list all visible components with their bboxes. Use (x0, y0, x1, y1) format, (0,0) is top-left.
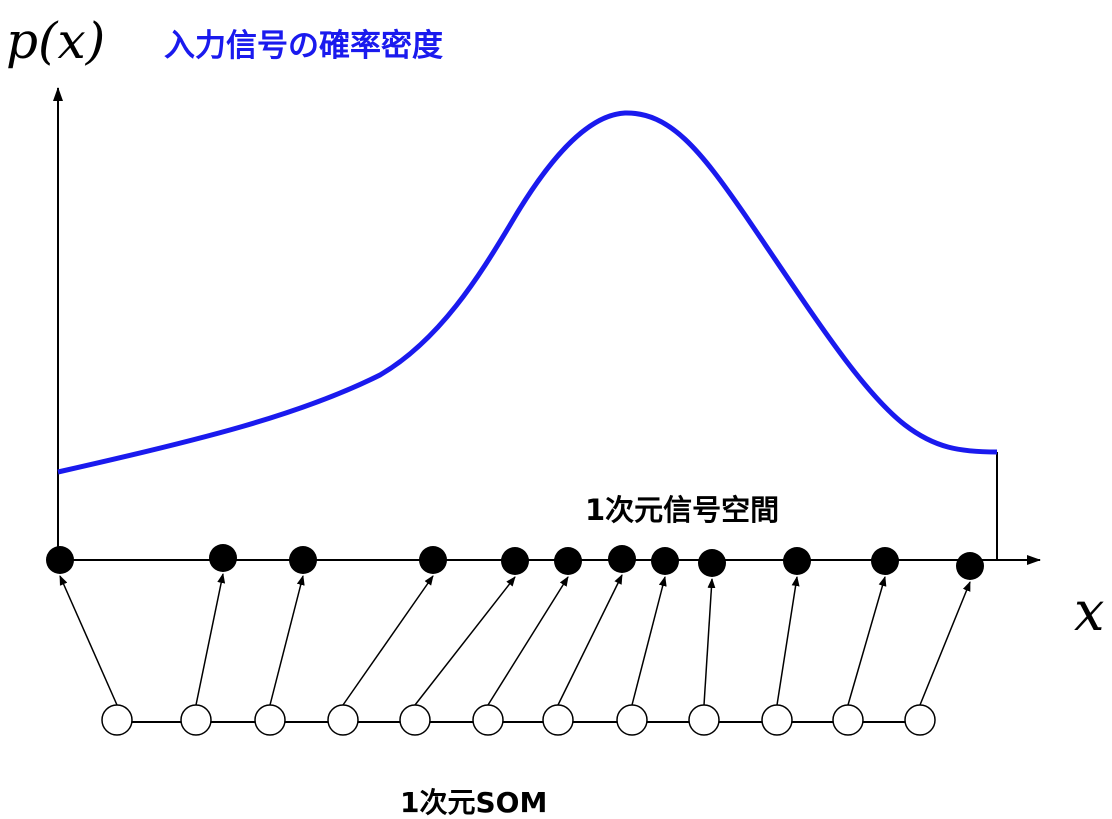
signal-space-label: 1次元信号空間 (585, 493, 779, 527)
weight-node (501, 547, 529, 575)
weight-node (956, 552, 984, 580)
som-node (761, 704, 793, 736)
weight-node (698, 549, 726, 577)
som-label: 1次元SOM (400, 786, 547, 819)
mapping-arrow (487, 576, 569, 706)
mapping-arrow (269, 575, 305, 706)
som-node (101, 704, 133, 736)
mapping-arrow (847, 576, 887, 706)
mapping-arrow (919, 581, 971, 706)
weight-node (209, 544, 237, 572)
som-node (472, 704, 504, 736)
weight-node (419, 546, 447, 574)
weight-nodes (46, 544, 984, 580)
weight-node (554, 547, 582, 575)
mapping-arrow (342, 575, 434, 706)
weight-node (608, 545, 636, 573)
mapping-arrow (776, 576, 800, 706)
mapping-arrow (414, 576, 516, 706)
mapping-arrows (59, 573, 971, 706)
mapping-arrow (195, 573, 226, 706)
mapping-arrow (631, 576, 667, 706)
mapping-arrow (703, 578, 716, 706)
weight-node (871, 547, 899, 575)
som-nodes (101, 704, 936, 736)
x-axis-label: x (1074, 580, 1104, 643)
weight-node (46, 546, 74, 574)
som-node (327, 704, 359, 736)
som-node (832, 704, 864, 736)
weight-node (783, 547, 811, 575)
som-node (904, 704, 936, 736)
y-axis-label: p(x) (6, 12, 105, 70)
density-title: 入力信号の確率密度 (164, 28, 443, 64)
som-node (542, 704, 574, 736)
weight-node (651, 547, 679, 575)
som-node (254, 704, 286, 736)
weight-node (289, 546, 317, 574)
som-node (616, 704, 648, 736)
mapping-arrow (557, 574, 623, 706)
som-node (399, 704, 431, 736)
som-node (688, 704, 720, 736)
som-node (180, 704, 212, 736)
density-curve (57, 110, 998, 475)
mapping-arrow (59, 575, 118, 706)
